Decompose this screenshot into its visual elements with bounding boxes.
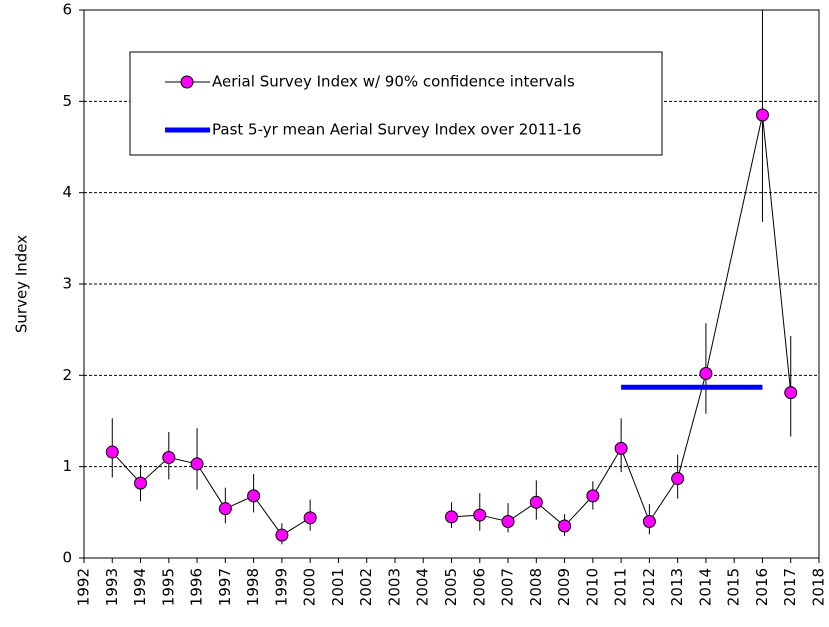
x-tick-label: 1995 bbox=[159, 568, 177, 606]
x-tick-label: 2013 bbox=[668, 568, 686, 606]
x-tick-label: 2000 bbox=[301, 568, 319, 606]
data-point bbox=[473, 508, 487, 522]
data-point bbox=[642, 514, 656, 528]
data-point bbox=[699, 367, 713, 381]
plot-area bbox=[105, 10, 798, 545]
legend-box bbox=[129, 51, 663, 156]
x-tick-label: 1992 bbox=[75, 568, 93, 606]
data-point bbox=[275, 528, 289, 542]
y-tick-label: 3 bbox=[62, 275, 72, 293]
y-tick-label: 4 bbox=[62, 183, 72, 201]
legend-label: Past 5-yr mean Aerial Survey Index over … bbox=[212, 121, 581, 139]
x-tick-label: 2018 bbox=[810, 568, 828, 606]
x-tick-label: 2001 bbox=[329, 568, 347, 606]
y-tick-label: 1 bbox=[62, 457, 72, 475]
data-point bbox=[529, 495, 543, 509]
x-tick-label: 1994 bbox=[131, 568, 149, 606]
x-tick-label: 2007 bbox=[499, 568, 517, 606]
data-point bbox=[614, 441, 628, 455]
x-tick-label: 2011 bbox=[612, 568, 630, 606]
x-tick-label: 2014 bbox=[696, 568, 714, 606]
x-tick-label: 2009 bbox=[555, 568, 573, 606]
x-tick-label: 2015 bbox=[725, 568, 743, 606]
data-point bbox=[105, 445, 119, 459]
data-point bbox=[755, 108, 769, 122]
data-point bbox=[558, 519, 572, 533]
x-tick-label: 1999 bbox=[272, 568, 290, 606]
plot-frame bbox=[83, 9, 820, 559]
data-point bbox=[303, 511, 317, 525]
y-tick-label: 5 bbox=[62, 92, 72, 110]
data-point bbox=[190, 457, 204, 471]
x-tick-label: 2002 bbox=[357, 568, 375, 606]
data-point bbox=[784, 386, 798, 400]
data-point bbox=[501, 514, 515, 528]
x-tick-label: 2010 bbox=[583, 568, 601, 606]
x-tick-label: 2004 bbox=[414, 568, 432, 606]
data-point bbox=[671, 472, 685, 486]
x-tick-label: 2017 bbox=[781, 568, 799, 606]
data-point bbox=[586, 489, 600, 503]
data-point bbox=[445, 510, 458, 524]
y-tick-label: 2 bbox=[62, 366, 72, 384]
x-tick-label: 2012 bbox=[640, 568, 658, 606]
x-tick-label: 1993 bbox=[103, 568, 121, 606]
y-tick-label: 6 bbox=[62, 1, 72, 19]
data-point bbox=[134, 476, 148, 490]
x-tick-label: 2006 bbox=[470, 568, 488, 606]
x-tick-label: 2003 bbox=[385, 568, 403, 606]
legend-label: Aerial Survey Index w/ 90% confidence in… bbox=[212, 73, 575, 91]
x-tick-label: 2016 bbox=[753, 568, 771, 606]
y-tick-label: 0 bbox=[62, 549, 72, 567]
x-tick-label: 1998 bbox=[244, 568, 262, 606]
data-point bbox=[247, 489, 261, 503]
data-point bbox=[218, 502, 232, 516]
y-axis-label: Survey Index bbox=[13, 235, 31, 333]
x-tick-label: 2005 bbox=[442, 568, 460, 606]
data-point bbox=[162, 451, 176, 465]
x-tick-label: 2008 bbox=[527, 568, 545, 606]
legend-marker bbox=[180, 75, 194, 89]
x-tick-label: 1997 bbox=[216, 568, 234, 606]
x-tick-label: 1996 bbox=[188, 568, 206, 606]
